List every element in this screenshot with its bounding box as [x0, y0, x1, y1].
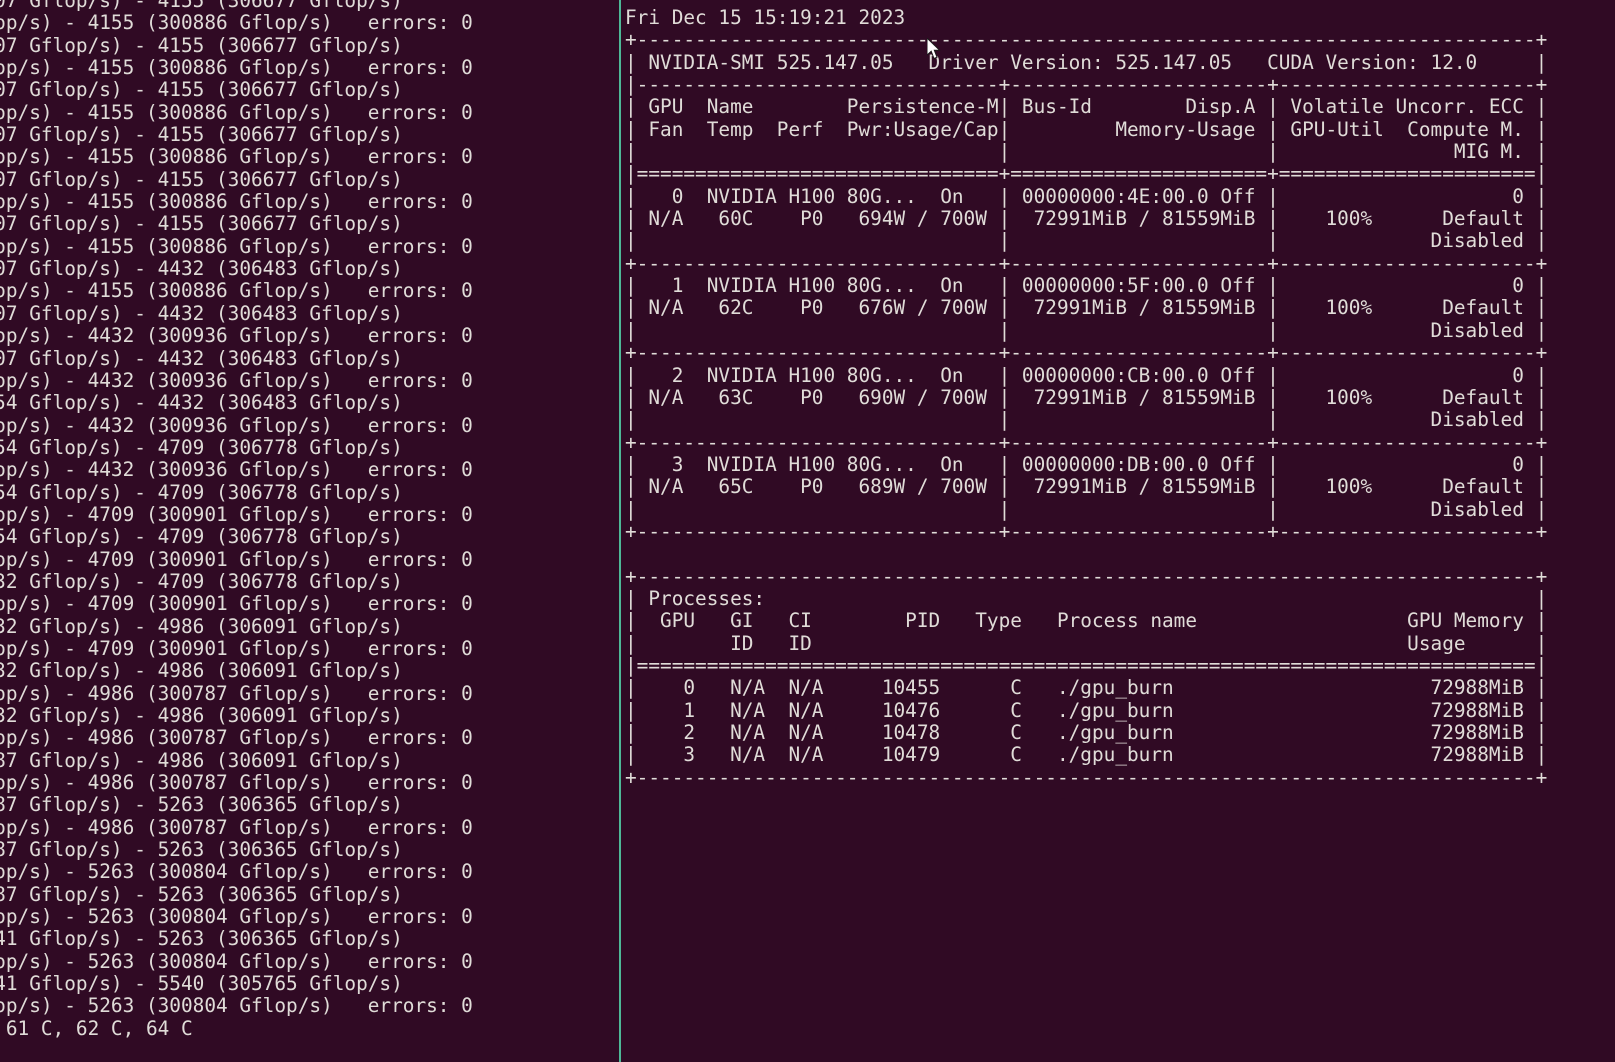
gpu-burn-log-line: 102% proc'd: 4155 (300507 Gflop/s) - 443… — [0, 346, 403, 370]
gpu-burn-log-line: 100% proc'd: 4155 (300507 Gflop/s) - 415… — [0, 212, 403, 236]
nvidia-smi-line: | GPU Name Persistence-M| Bus-Id Disp.A … — [625, 95, 1548, 119]
nvidia-smi-line: |-------------------------------+-------… — [625, 73, 1548, 97]
gpu-burn-log-line: 103% proc'd: 5263 (299541 Gflop/s) - 526… — [0, 927, 403, 951]
gpu-burn-log-line: 102% proc'd: 4709 (299232 Gflop/s) - 470… — [0, 569, 403, 593]
nvidia-smi-line: |=======================================… — [625, 653, 1548, 677]
nvidia-smi-line: | N/A 65C P0 689W / 700W | 72991MiB / 81… — [625, 475, 1548, 499]
nvidia-smi-line: | 1 NVIDIA H100 80G... On | 00000000:5F:… — [625, 274, 1548, 298]
nvidia-smi-line: | N/A 60C P0 694W / 700W | 72991MiB / 81… — [625, 207, 1548, 231]
gpu-burn-log-line: proc'd: 4155 (300557 Gflop/s) - 4432 (30… — [0, 324, 473, 348]
gpu-burn-log-line: proc'd: 5263 (299540 Gflop/s) - 5263 (30… — [0, 949, 473, 973]
gpu-burn-log-line: proc'd: 4986 (299784 Gflop/s) - 4986 (30… — [0, 726, 473, 750]
nvidia-smi-line: | Processes: | — [625, 586, 1548, 610]
nvidia-smi-line: | 0 N/A N/A 10455 C ./gpu_burn 72988MiB … — [625, 676, 1548, 700]
gpu-burn-log-line: 100% proc'd: 4155 (300507 Gflop/s) - 415… — [0, 0, 403, 12]
nvidia-smi-line: | Fan Temp Perf Pwr:Usage/Cap| Memory-Us… — [625, 117, 1548, 141]
nvidia-smi-line: +---------------------------------------… — [625, 765, 1548, 789]
left-terminal-pane[interactable]: 100% proc'd: 4155 (300507 Gflop/s) - 415… — [0, 0, 618, 1062]
gpu-burn-log-line: proc'd: 4709 (299881 Gflop/s) - 4709 (30… — [0, 636, 473, 660]
nvidia-smi-line: +-------------------------------+-------… — [625, 341, 1548, 365]
nvidia-smi-line: +---------------------------------------… — [625, 28, 1548, 52]
nvidia-smi-line: +-------------------------------+-------… — [625, 430, 1548, 454]
gpu-burn-log-line: proc'd: 4709 (299881 Gflop/s) - 4986 (30… — [0, 681, 473, 705]
nvidia-smi-line: | | | MIG M. | — [625, 140, 1548, 164]
gpu-burn-log-content: 100% proc'd: 4155 (300507 Gflop/s) - 415… — [0, 0, 618, 1040]
gpu-burn-log-line: 103% proc'd: 4986 (299287 Gflop/s) - 526… — [0, 838, 403, 862]
gpu-burn-log-line: 102% proc'd: 4432 (299454 Gflop/s) - 470… — [0, 480, 403, 504]
nvidia-smi-line: | | | Disabled | — [625, 497, 1548, 521]
nvidia-smi-line: +-------------------------------+-------… — [625, 519, 1548, 543]
nvidia-smi-line: | 2 NVIDIA H100 80G... On | 00000000:CB:… — [625, 363, 1548, 387]
nvidia-smi-line: | | | Disabled | — [625, 318, 1548, 342]
gpu-burn-log-line: proc'd: 4155 (300557 Gflop/s) - 4155 (30… — [0, 100, 473, 124]
pane-divider[interactable] — [619, 0, 621, 1062]
right-terminal-pane[interactable]: Fri Dec 15 15:19:21 2023 +---------------… — [621, 0, 1615, 1062]
gpu-burn-log-line: proc'd: 4432 (299211 Gflop/s) - 4432 (30… — [0, 413, 473, 437]
gpu-burn-log-line: proc'd: 4986 (299784 Gflop/s) - 4986 (30… — [0, 771, 473, 795]
gpu-burn-log-line: proc'd: 4432 (299211 Gflop/s) - 4709 (30… — [0, 502, 473, 526]
gpu-burn-log-line: proc'd: 4155 (300557 Gflop/s) - 4155 (30… — [0, 190, 473, 214]
gpu-burn-log-line: proc'd: 4155 (300557 Gflop/s) - 4155 (30… — [0, 234, 473, 258]
gpu-burn-log-line: proc'd: 4432 (299211 Gflop/s) - 4432 (30… — [0, 368, 473, 392]
gpu-burn-log-line: 103% proc'd: 4986 (299287 Gflop/s) - 526… — [0, 882, 403, 906]
gpu-burn-log-line: 102% proc'd: 4432 (299454 Gflop/s) - 470… — [0, 435, 403, 459]
nvidia-smi-line: | ID ID Usage | — [625, 631, 1548, 655]
gpu-burn-log-line: 103% proc'd: 5263 (299541 Gflop/s) - 554… — [0, 972, 403, 996]
nvidia-smi-line: | 0 NVIDIA H100 80G... On | 00000000:4E:… — [625, 184, 1548, 208]
gpu-burn-log-line: GPU 0: 0 temps: 64 C, 61 C, 62 C, 64 C — [5, 1016, 193, 1040]
gpu-burn-log-line: 103% proc'd: 4986 (299287 Gflop/s) - 526… — [0, 793, 403, 817]
nvidia-smi-line: | 3 N/A N/A 10479 C ./gpu_burn 72988MiB … — [625, 743, 1548, 767]
gpu-burn-log-line: proc'd: 4709 (299881 Gflop/s) - 4709 (30… — [0, 547, 473, 571]
gpu-burn-log-line: proc'd: 4155 (300557 Gflop/s) - 4155 (30… — [0, 56, 473, 80]
nvidia-smi-timestamp: Fri Dec 15 15:19:21 2023 — [625, 6, 906, 29]
nvidia-smi-line: | | | Disabled | — [625, 229, 1548, 253]
nvidia-smi-line: | 3 NVIDIA H100 80G... On | 00000000:DB:… — [625, 452, 1548, 476]
gpu-burn-log-line: 102% proc'd: 4432 (299454 Gflop/s) - 443… — [0, 391, 403, 415]
gpu-burn-log-line: 100% proc'd: 4155 (300507 Gflop/s) - 415… — [0, 167, 403, 191]
gpu-burn-log-line: 100% proc'd: 4155 (300507 Gflop/s) - 415… — [0, 78, 403, 102]
nvidia-smi-line: | 1 N/A N/A 10476 C ./gpu_burn 72988MiB … — [625, 698, 1548, 722]
gpu-burn-log-line: proc'd: 4155 (300557 Gflop/s) - 4155 (30… — [0, 279, 473, 303]
nvidia-smi-line — [625, 543, 1547, 565]
gpu-burn-log-line: 103% proc'd: 4986 (299287 Gflop/s) - 498… — [0, 748, 403, 772]
nvidia-smi-line: | N/A 62C P0 676W / 700W | 72991MiB / 81… — [625, 296, 1548, 320]
nvidia-smi-line: | | | Disabled | — [625, 408, 1548, 432]
nvidia-smi-line: | GPU GI CI PID Type Process name GPU Me… — [625, 609, 1548, 633]
gpu-burn-log-line: proc'd: 4155 (300557 Gflop/s) - 4155 (30… — [0, 145, 473, 169]
gpu-burn-log-line: 102% proc'd: 4432 (299454 Gflop/s) - 470… — [0, 525, 403, 549]
nvidia-smi-line: +---------------------------------------… — [625, 564, 1548, 588]
gpu-burn-log-line: 100% proc'd: 4155 (300507 Gflop/s) - 415… — [0, 123, 403, 147]
nvidia-smi-line: | N/A 63C P0 690W / 700W | 72991MiB / 81… — [625, 385, 1548, 409]
nvidia-smi-line: | 2 N/A N/A 10478 C ./gpu_burn 72988MiB … — [625, 721, 1548, 744]
gpu-burn-log-line: 100% proc'd: 4155 (300507 Gflop/s) - 443… — [0, 257, 403, 281]
nvidia-smi-content: Fri Dec 15 15:19:21 2023 +---------------… — [625, 6, 1548, 789]
gpu-burn-log-line: 100% proc'd: 4155 (300507 Gflop/s) - 415… — [0, 33, 403, 57]
gpu-burn-log-line: proc'd: 5263 (299540 Gflop/s) - 5263 (30… — [0, 905, 473, 929]
nvidia-smi-line: | NVIDIA-SMI 525.147.05 Driver Version: … — [625, 50, 1548, 74]
gpu-burn-log-line: proc'd: 5263 (299540 Gflop/s) - 5263 (30… — [0, 994, 473, 1018]
nvidia-smi-line: |===============================+=======… — [625, 162, 1548, 186]
gpu-burn-log-line: 103% proc'd: 4709 (299232 Gflop/s) - 498… — [0, 704, 403, 727]
gpu-burn-log-line: 102% proc'd: 4709 (299232 Gflop/s) - 498… — [0, 659, 403, 683]
gpu-burn-log-line: 102% proc'd: 4155 (300507 Gflop/s) - 443… — [0, 301, 403, 325]
nvidia-smi-line: +-------------------------------+-------… — [625, 251, 1548, 275]
gpu-burn-log-line: 102% proc'd: 4709 (299232 Gflop/s) - 498… — [0, 614, 403, 638]
gpu-burn-log-line: proc'd: 4432 (299211 Gflop/s) - 4432 (30… — [0, 458, 473, 482]
gpu-burn-log-line: proc'd: 4986 (299784 Gflop/s) - 5263 (30… — [0, 860, 473, 884]
gpu-burn-log-line: proc'd: 4986 (299784 Gflop/s) - 4986 (30… — [0, 815, 473, 839]
gpu-burn-log-line: proc'd: 4155 (300557 Gflop/s) - 4155 (30… — [0, 11, 473, 35]
gpu-burn-log-line: proc'd: 4709 (299881 Gflop/s) - 4709 (30… — [0, 592, 473, 616]
